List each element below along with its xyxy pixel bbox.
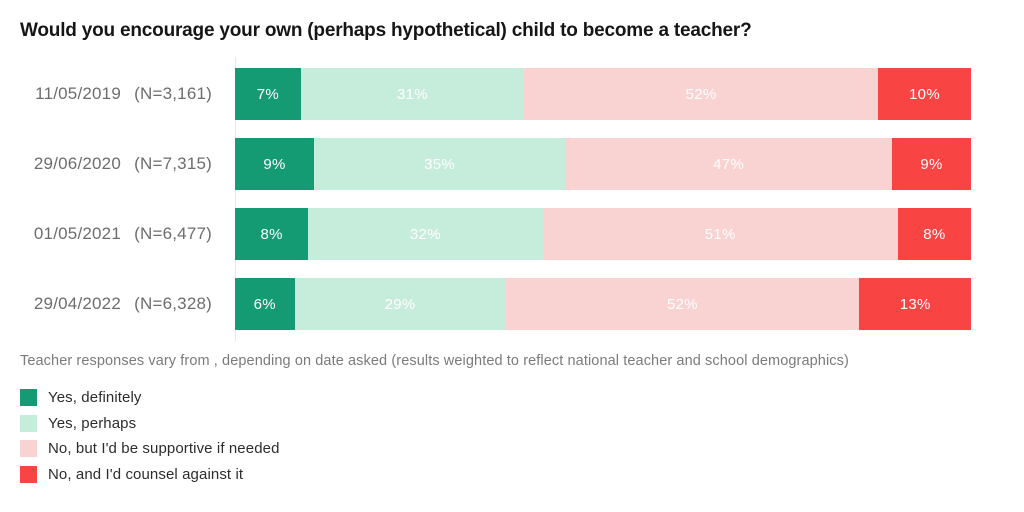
legend-label: Yes, perhaps xyxy=(48,414,137,432)
row-date: 01/05/2021 xyxy=(33,224,121,243)
row-date: 11/05/2019 xyxy=(35,84,121,103)
row-label: 01/05/2021 (N=6,477) xyxy=(20,224,235,244)
bar-segment: 29% xyxy=(294,278,506,330)
bar-segment: 6% xyxy=(235,278,295,330)
segment-value-label: 52% xyxy=(685,85,717,103)
stacked-bar: 6% 29% 52% 13% xyxy=(235,278,971,330)
legend-swatch xyxy=(20,389,37,407)
legend-label: No, and I'd counsel against it xyxy=(48,465,244,483)
chart-caption: Teacher responses vary from , depending … xyxy=(20,353,849,369)
stacked-bar: 7% 31% 52% 10% xyxy=(235,68,972,120)
bar-segment: 52% xyxy=(524,68,878,120)
segment-value-label: 47% xyxy=(713,155,745,173)
segment-value-label: 9% xyxy=(920,155,943,173)
segment-value-label: 31% xyxy=(396,85,428,103)
bar-segment: 32% xyxy=(308,208,543,260)
bar-segment: 52% xyxy=(505,278,860,330)
chart-row: 29/04/2022 (N=6,328) 6% 29% 52% 13% xyxy=(20,278,971,330)
legend-label: Yes, definitely xyxy=(48,389,142,407)
segment-value-label: 52% xyxy=(666,295,698,313)
chart-rows: 11/05/2019 (N=3,161) 7% 31% 52% 10% 29/06/2… xyxy=(20,57,1024,341)
row-label: 29/06/2020 (N=7,315) xyxy=(20,154,235,174)
bar-segment: 9% xyxy=(235,138,314,190)
row-label: 11/05/2019 (N=3,161) xyxy=(20,84,235,104)
bar-segment: 13% xyxy=(859,278,971,330)
bar-segment: 47% xyxy=(565,138,893,190)
row-sample-size: (N=7,315) xyxy=(134,154,212,173)
row-label: 29/04/2022 (N=6,328) xyxy=(20,294,235,314)
segment-value-label: 35% xyxy=(424,155,456,173)
segment-value-label: 13% xyxy=(899,295,931,313)
bar-segment: 10% xyxy=(877,68,972,120)
chart-row: 29/06/2020 (N=7,315) 9% 35% 47% 9% xyxy=(20,138,971,190)
chart-row: 01/05/2021 (N=6,477) 8% 32% 51% 8% xyxy=(20,208,971,260)
row-sample-size: (N=6,328) xyxy=(134,294,212,313)
legend-swatch xyxy=(20,465,37,483)
chart-row: 11/05/2019 (N=3,161) 7% 31% 52% 10% xyxy=(20,68,972,120)
bar-segment: 35% xyxy=(313,138,566,190)
legend-item: Yes, perhaps xyxy=(20,411,1024,437)
row-sample-size: (N=6,477) xyxy=(134,224,212,243)
segment-value-label: 32% xyxy=(409,225,441,243)
segment-value-label: 10% xyxy=(909,85,940,103)
bar-segment: 9% xyxy=(892,138,971,190)
stacked-bar: 8% 32% 51% 8% xyxy=(235,208,971,260)
segment-value-label: 7% xyxy=(256,85,280,103)
legend: Yes, definitely Yes, perhaps No, but I'd… xyxy=(20,385,1024,487)
bar-segment: 8% xyxy=(897,208,971,260)
segment-value-label: 51% xyxy=(704,225,736,243)
segment-value-label: 8% xyxy=(260,225,283,243)
bar-segment: 51% xyxy=(542,208,898,260)
legend-label: No, but I'd be supportive if needed xyxy=(48,440,280,458)
segment-value-label: 8% xyxy=(923,225,946,243)
bar-segment: 31% xyxy=(300,68,525,120)
legend-item: No, but I'd be supportive if needed xyxy=(20,436,1024,462)
row-date: 29/06/2020 xyxy=(33,154,121,173)
row-date: 29/04/2022 xyxy=(33,294,121,313)
segment-value-label: 6% xyxy=(253,295,276,313)
bar-segment: 8% xyxy=(235,208,309,260)
stacked-bar: 9% 35% 47% 9% xyxy=(235,138,971,190)
legend-item: Yes, definitely xyxy=(20,385,1024,411)
segment-value-label: 29% xyxy=(384,295,416,313)
bar-segment: 7% xyxy=(235,68,301,120)
row-sample-size: (N=3,161) xyxy=(134,84,212,103)
segment-value-label: 9% xyxy=(263,155,286,173)
chart-title: Would you encourage your own (perhaps hy… xyxy=(20,20,752,41)
legend-swatch xyxy=(20,414,37,432)
legend-item: No, and I'd counsel against it xyxy=(20,462,1024,488)
legend-swatch xyxy=(20,440,37,458)
